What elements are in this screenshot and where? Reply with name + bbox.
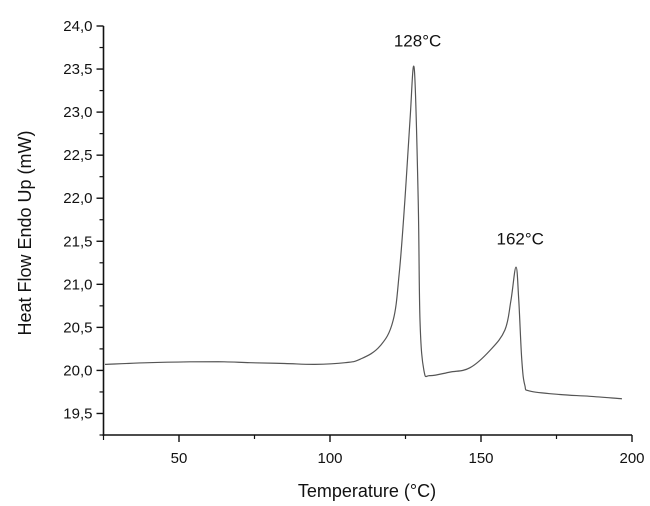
x-tick-label: 150: [468, 450, 493, 467]
y-axis-ticks: 19,5 20,0 20,5 21,0 21,5 22,0 22,5 23,0 23,5 24,0: [63, 18, 104, 436]
y-tick-label: 20,5: [63, 319, 92, 336]
y-tick-label: 22,0: [63, 190, 92, 207]
y-tick-label: 22,5: [63, 147, 92, 164]
peak-label: 162°C: [497, 230, 544, 249]
y-tick-label: 19,5: [63, 405, 92, 422]
axes: [102, 26, 632, 436]
x-tick-label: 200: [619, 450, 644, 467]
y-tick-label: 23,0: [63, 104, 92, 121]
y-tick-label: 21,5: [63, 233, 92, 250]
y-tick-label: 23,5: [63, 61, 92, 78]
x-axis-label: Temperature (°C): [298, 481, 436, 501]
y-tick-label: 21,0: [63, 276, 92, 293]
y-axis-label: Heat Flow Endo Up (mW): [15, 130, 35, 335]
x-axis-ticks: 50 100 150 200: [102, 435, 645, 467]
y-tick-label: 24,0: [63, 18, 92, 35]
y-tick-label: 20,0: [63, 362, 92, 379]
peak-annotations: 128°C 162°C: [394, 32, 544, 249]
dsc-curve: [104, 65, 623, 400]
x-tick-label: 50: [171, 450, 188, 467]
x-tick-label: 100: [317, 450, 342, 467]
peak-label: 128°C: [394, 32, 441, 51]
